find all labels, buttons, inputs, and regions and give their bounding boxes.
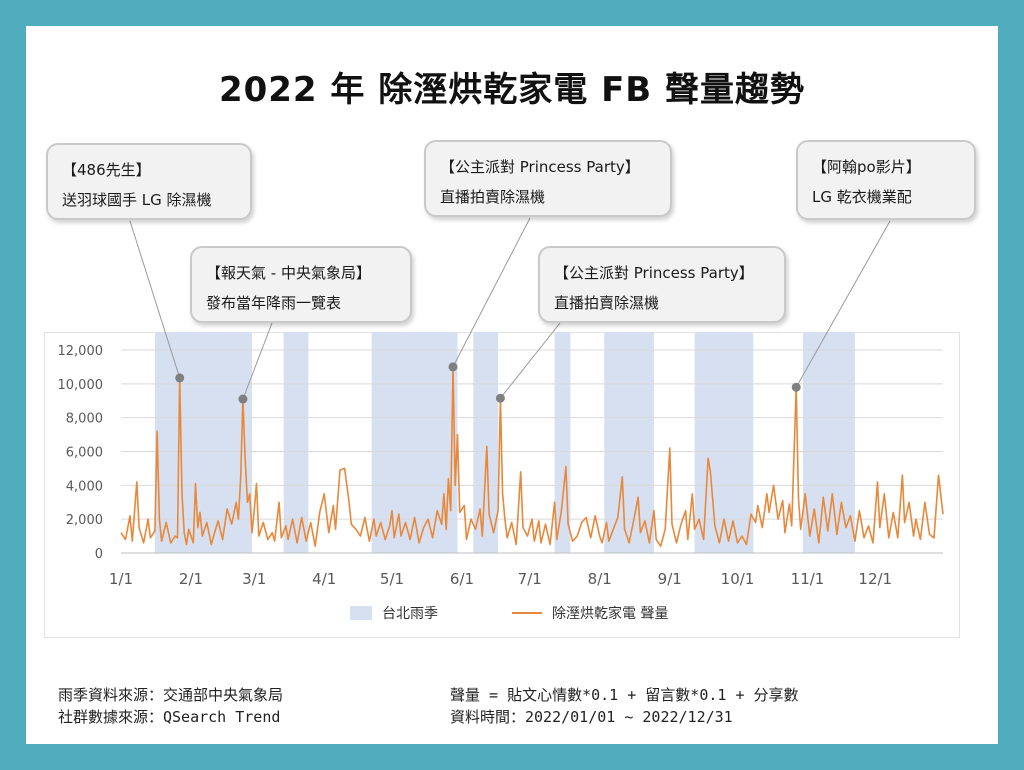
peak-marker xyxy=(175,373,185,383)
x-tick-label: 8/1 xyxy=(588,570,612,588)
footer-data-period: 資料時間：2022/01/01 ~ 2022/12/31 xyxy=(450,708,733,726)
callout-text: 直播拍賣除濕機 xyxy=(440,188,546,206)
peak-marker xyxy=(791,382,801,392)
callout-title: 【阿翰po影片】 xyxy=(812,158,921,176)
chart-title: 2022 年 除溼烘乾家電 FB 聲量趨勢 xyxy=(218,70,806,110)
x-tick-label: 5/1 xyxy=(380,570,404,588)
y-tick-label: 4,000 xyxy=(66,479,103,494)
y-tick-label: 6,000 xyxy=(66,446,103,461)
callout-text: 發布當年降雨一覽表 xyxy=(206,294,342,312)
callout-princess-party-2: 【公主派對 Princess Party】 直播拍賣除濕機 xyxy=(538,246,786,323)
callout-486: 【486先生】 送羽球國手 LG 除濕機 xyxy=(46,143,252,220)
x-tick-label: 2/1 xyxy=(179,570,203,588)
y-tick-label: 10,000 xyxy=(58,378,104,393)
x-tick-label: 12/1 xyxy=(858,570,892,588)
legend-volume-label: 除溼烘乾家電 聲量 xyxy=(552,606,669,622)
callout-leader-line xyxy=(795,220,891,388)
footer-rain-source: 雨季資料來源：交通部中央氣象局 xyxy=(58,686,284,704)
legend-volume: 除溼烘乾家電 聲量 xyxy=(512,603,668,623)
callout-leader-line xyxy=(499,322,561,399)
x-tick-label: 10/1 xyxy=(721,570,755,588)
legend-rain-label: 台北雨季 xyxy=(382,606,438,622)
rain-season-band xyxy=(283,332,309,553)
peak-marker xyxy=(238,394,248,404)
x-tick-label: 1/1 xyxy=(109,570,133,588)
callout-title: 【公主派對 Princess Party】 xyxy=(554,264,754,282)
callout-ahan-video: 【阿翰po影片】 LG 乾衣機業配 xyxy=(796,140,976,220)
rain-season-band xyxy=(154,332,252,553)
callout-leader-line xyxy=(129,220,181,379)
footer-notes: 聲量 = 貼文心情數*0.1 + 留言數*0.1 + 分享數 資料時間：2022… xyxy=(450,684,799,728)
callout-title: 【公主派對 Princess Party】 xyxy=(440,158,640,176)
rain-swatch xyxy=(350,606,372,620)
plot-area-frame xyxy=(44,332,960,638)
y-tick-label: 2,000 xyxy=(66,513,103,528)
callout-leader-line xyxy=(452,217,531,368)
rain-season-band xyxy=(604,332,654,553)
x-tick-label: 3/1 xyxy=(242,570,266,588)
callout-princess-party-1: 【公主派對 Princess Party】 直播拍賣除濕機 xyxy=(424,140,672,217)
footer-sources: 雨季資料來源：交通部中央氣象局 社群數據來源：QSearch Trend xyxy=(58,684,283,728)
callout-title: 【486先生】 xyxy=(62,161,151,179)
peak-marker xyxy=(448,362,458,372)
callout-text: 直播拍賣除濕機 xyxy=(554,294,660,312)
x-tick-label: 6/1 xyxy=(450,570,474,588)
rain-season-band xyxy=(473,332,499,553)
callout-title: 【報天氣 - 中央氣象局】 xyxy=(206,264,371,282)
y-tick-label: 8,000 xyxy=(66,412,103,427)
x-tick-label: 9/1 xyxy=(658,570,682,588)
footer-volume-formula: 聲量 = 貼文心情數*0.1 + 留言數*0.1 + 分享數 xyxy=(450,686,799,704)
rain-season-band xyxy=(371,332,458,553)
callout-leader-line xyxy=(242,322,273,400)
legend-rain: 台北雨季 xyxy=(350,603,438,623)
volume-series-line xyxy=(120,366,944,547)
y-tick-label: 12,000 xyxy=(58,344,104,359)
callout-weather-bureau: 【報天氣 - 中央氣象局】 發布當年降雨一覽表 xyxy=(190,246,412,323)
volume-line-swatch xyxy=(512,612,542,614)
x-tick-label: 4/1 xyxy=(312,570,336,588)
x-tick-label: 7/1 xyxy=(518,570,542,588)
y-tick-label: 0 xyxy=(95,547,103,562)
callout-text: 送羽球國手 LG 除濕機 xyxy=(62,191,212,209)
x-tick-label: 11/1 xyxy=(791,570,825,588)
footer-social-source: 社群數據來源：QSearch Trend xyxy=(58,708,281,726)
peak-marker xyxy=(495,393,505,403)
callout-text: LG 乾衣機業配 xyxy=(812,188,912,206)
